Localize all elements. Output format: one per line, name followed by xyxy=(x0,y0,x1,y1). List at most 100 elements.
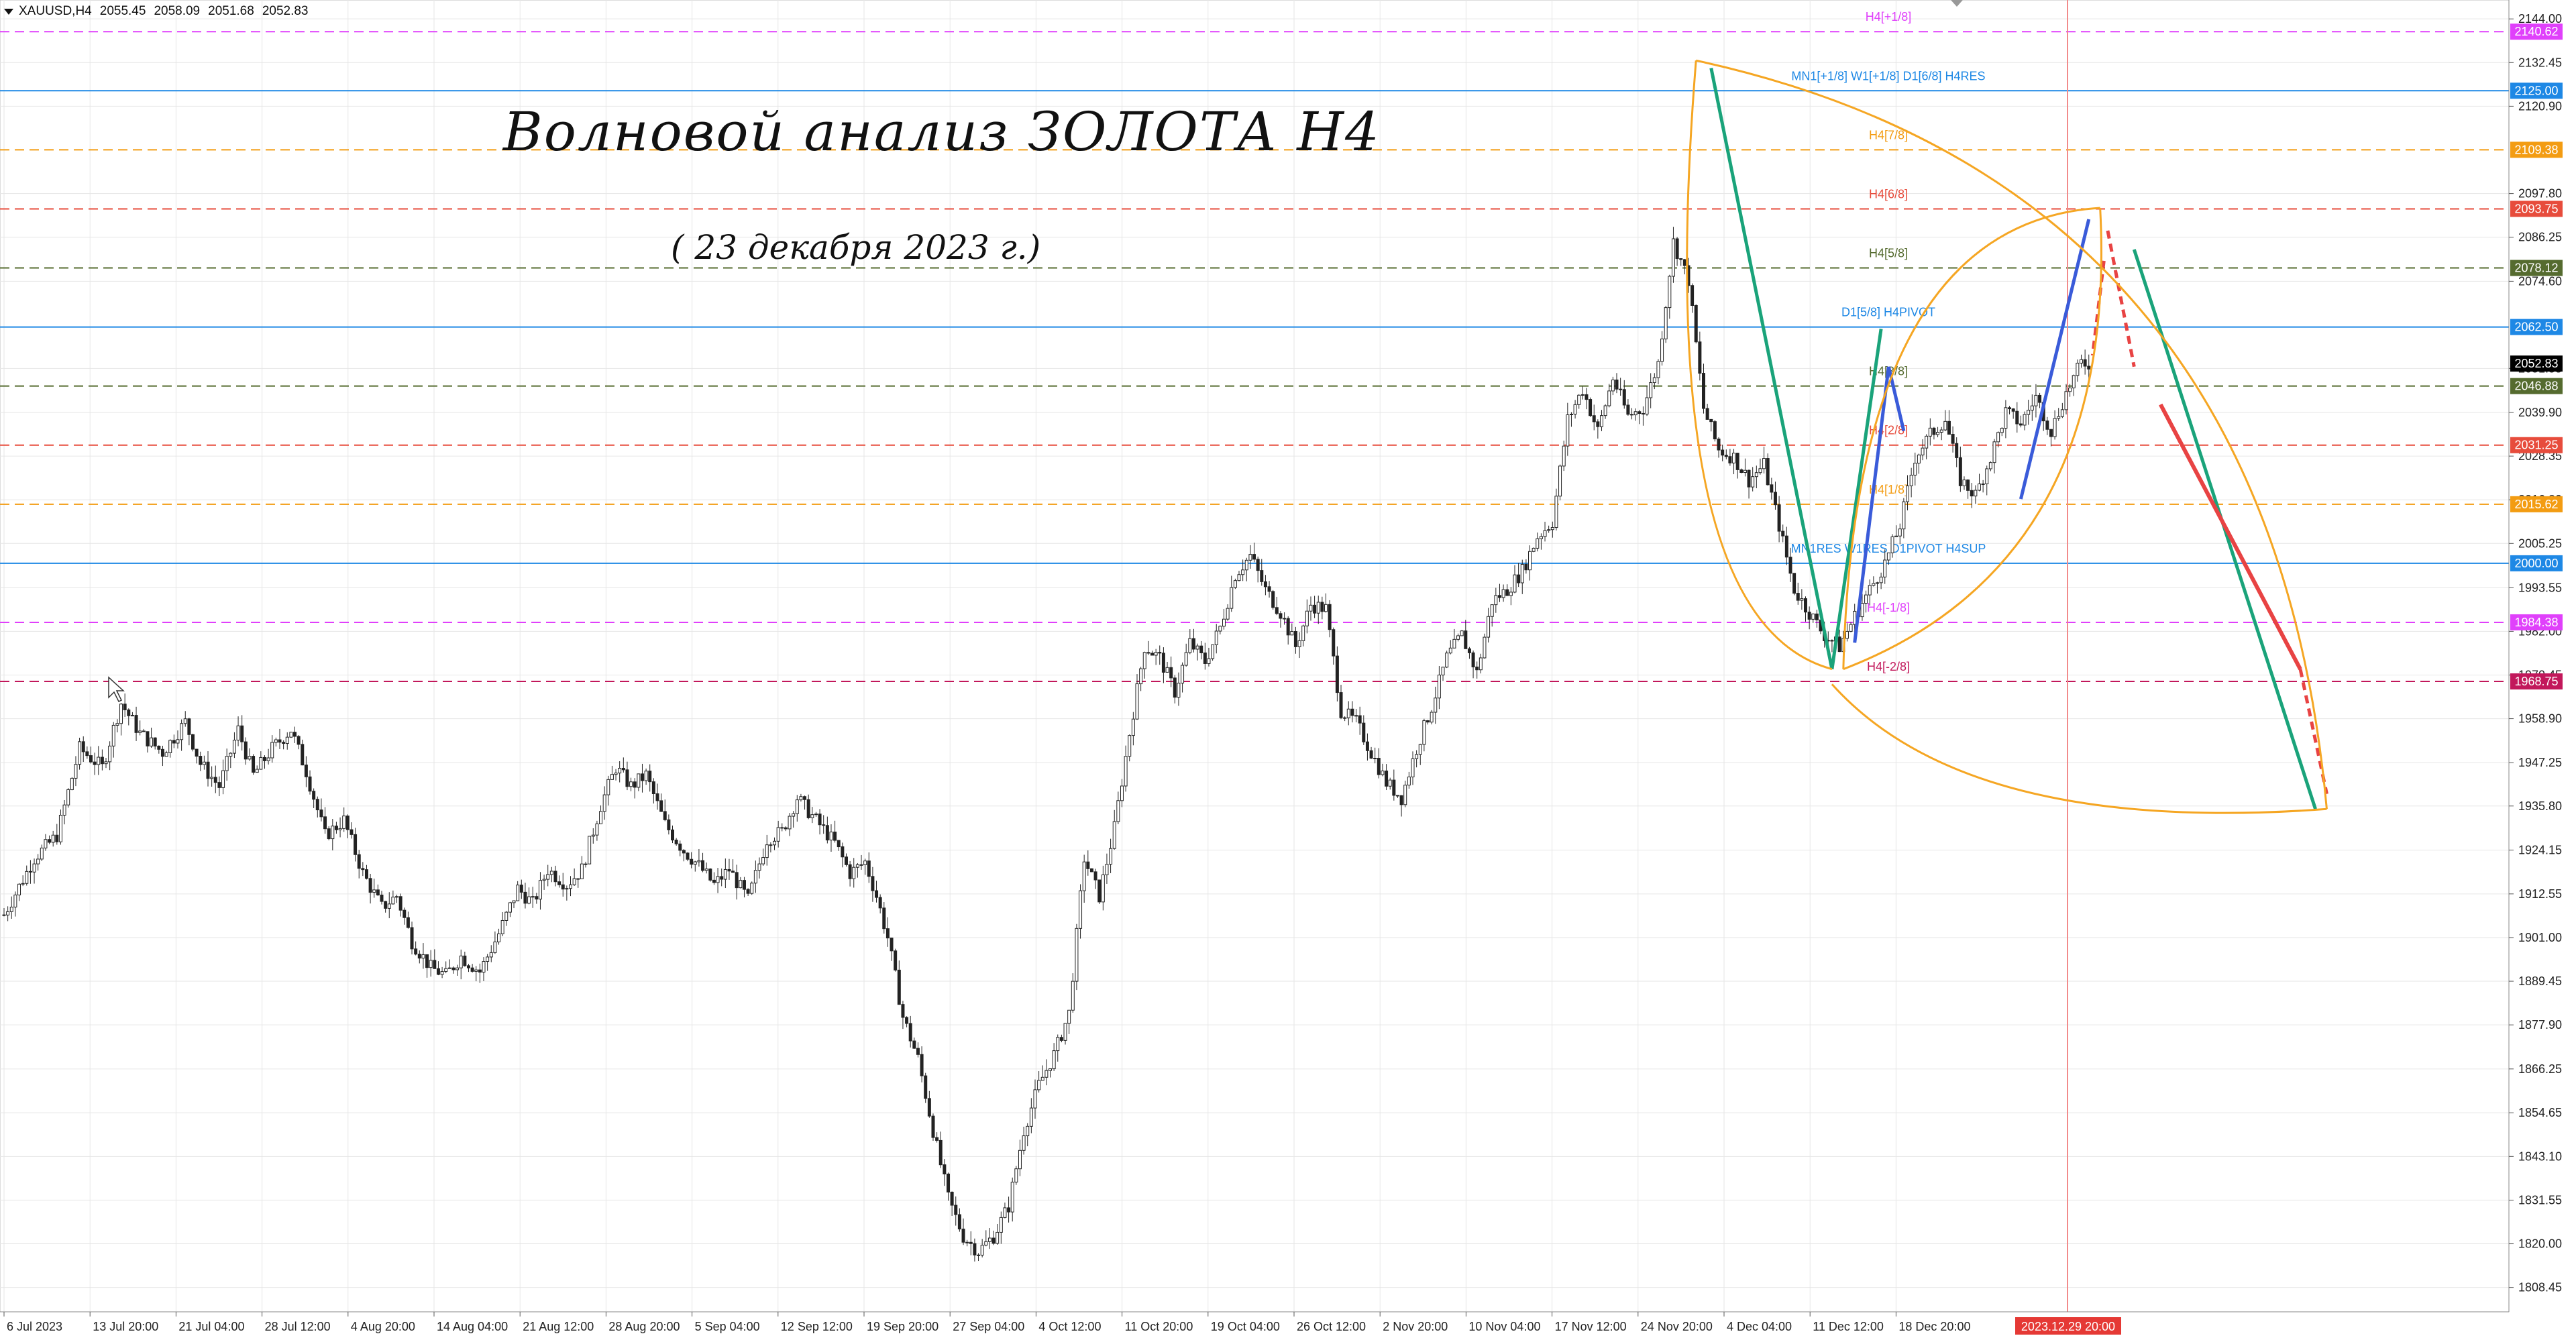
candle-body xyxy=(984,1241,988,1246)
candle-body xyxy=(1233,580,1237,588)
candle-body xyxy=(1988,462,1992,469)
candle-body xyxy=(1728,456,1732,463)
candle-body xyxy=(425,954,429,968)
arc-outer-left xyxy=(1686,60,1833,671)
candle-body xyxy=(2038,394,2042,403)
candle-body xyxy=(957,1214,961,1230)
candle-body xyxy=(648,771,652,783)
plot-area[interactable] xyxy=(0,0,2510,1312)
arc-inner-left xyxy=(1842,207,2100,669)
candle-body xyxy=(769,844,773,846)
candle-body xyxy=(655,793,659,801)
chart-menu-triangle-icon[interactable] xyxy=(4,8,13,15)
candle-body xyxy=(546,874,550,880)
candle-body xyxy=(1894,535,1898,537)
candle-body xyxy=(1860,603,1864,618)
candle-body xyxy=(516,885,520,901)
candle-body xyxy=(523,891,527,904)
candle-body xyxy=(104,761,108,765)
price-axis[interactable]: 2144.00 2132.45 2120.90 2097.80 2086.25 2074.… xyxy=(2508,0,2563,1312)
level-price-tag xyxy=(2510,437,2563,453)
candle-body xyxy=(1505,589,1509,596)
candle-body xyxy=(1743,469,1747,473)
candle-body xyxy=(2023,414,2027,426)
candle-body xyxy=(693,861,697,865)
level-label: MN1RES W1RES D1PIVOT H4SUP xyxy=(1791,542,1986,555)
candle-body xyxy=(1116,800,1120,822)
candle-body xyxy=(1467,648,1471,653)
candle-body xyxy=(1853,610,1857,625)
candle-body xyxy=(1762,458,1766,469)
level-price-tag xyxy=(2510,142,2563,158)
level-price-tag-text: 2140.62 xyxy=(2514,25,2558,38)
candle-body xyxy=(1641,412,1645,414)
candle-body xyxy=(1460,630,1464,636)
candle-body xyxy=(735,872,739,889)
candle-body xyxy=(1120,785,1124,801)
candle-body xyxy=(1411,758,1415,777)
candle-body xyxy=(308,776,312,792)
candle-body xyxy=(1275,607,1279,614)
candle-body xyxy=(301,744,305,766)
candle-body xyxy=(1682,259,1686,266)
candle-body xyxy=(757,863,761,871)
price-tick-label: 1935.80 xyxy=(2518,799,2562,813)
candle-body xyxy=(70,777,74,790)
candle-body xyxy=(85,751,89,757)
candle-body xyxy=(924,1075,928,1099)
candle-body xyxy=(1301,625,1305,641)
time-tick-label: 19 Sep 20:00 xyxy=(867,1320,938,1333)
candle-body xyxy=(44,839,48,848)
candle-body xyxy=(916,1048,920,1055)
candle-body xyxy=(1112,821,1116,849)
candle-body xyxy=(2083,359,2087,367)
candle-body xyxy=(999,1217,1003,1233)
candle-body xyxy=(40,847,44,860)
candle-body xyxy=(1781,530,1785,537)
candle-body xyxy=(266,757,270,761)
level-price-tag-text: 1968.75 xyxy=(2514,675,2558,688)
candle-body xyxy=(1437,674,1441,699)
candle-body xyxy=(1260,570,1264,582)
candle-body xyxy=(115,723,119,726)
candle-body xyxy=(538,880,542,900)
price-tick-label: 1958.90 xyxy=(2518,712,2562,726)
candle-body xyxy=(542,879,546,881)
candle-body xyxy=(160,748,164,757)
forecast-red-dash-2 xyxy=(2106,230,2136,368)
candle-body xyxy=(1018,1150,1022,1170)
candle-body xyxy=(1784,535,1788,558)
time-tick-label: 18 Dec 20:00 xyxy=(1898,1320,1970,1333)
candle-body xyxy=(2034,394,2038,406)
candle-body xyxy=(1415,754,1419,759)
candle-body xyxy=(1049,1068,1053,1071)
scroll-marker-icon[interactable] xyxy=(1951,0,1963,7)
time-tick-label: 2 Nov 20:00 xyxy=(1383,1320,1448,1333)
price-tick-label: 1820.00 xyxy=(2518,1237,2562,1251)
candle-body xyxy=(750,883,754,894)
time-axis[interactable]: 6 Jul 2023 13 Jul 20:00 21 Jul 04:00 28 Jul… xyxy=(0,1311,2509,1335)
candle-body xyxy=(1702,373,1705,409)
candle-body xyxy=(1093,871,1097,881)
candle-body xyxy=(164,752,168,757)
wave-green-up xyxy=(1830,329,1883,670)
candle-body xyxy=(1739,469,1743,473)
time-tick-label: 19 Oct 04:00 xyxy=(1211,1320,1280,1333)
candle-body xyxy=(1886,552,1890,561)
candle-body xyxy=(1985,468,1989,485)
candle-body xyxy=(1660,338,1664,362)
candle-body xyxy=(489,952,493,958)
candle-body xyxy=(890,938,894,952)
candle-body xyxy=(996,1231,1000,1244)
candle-body xyxy=(1494,595,1498,606)
candle-body xyxy=(1010,1182,1014,1213)
candle-body xyxy=(391,897,395,905)
candle-body xyxy=(1849,624,1853,632)
candle-body xyxy=(1539,536,1543,539)
candle-body xyxy=(844,856,848,865)
candle-body xyxy=(229,752,233,757)
candle-body xyxy=(1589,399,1593,416)
level-label: H4[6/8] xyxy=(1869,187,1908,201)
